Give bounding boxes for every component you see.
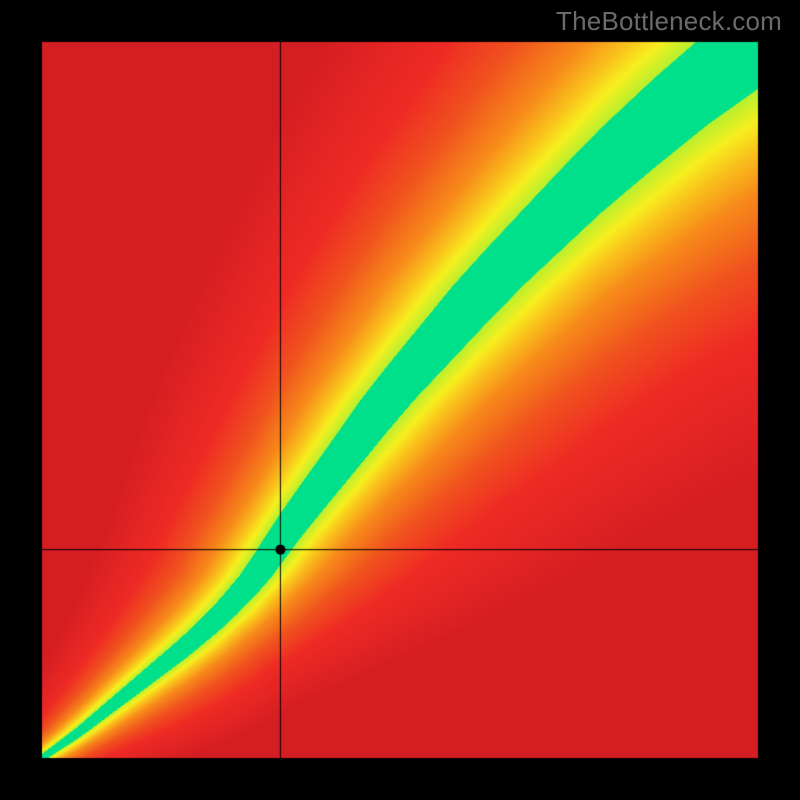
bottleneck-heatmap	[0, 0, 800, 800]
watermark: TheBottleneck.com	[556, 6, 782, 37]
